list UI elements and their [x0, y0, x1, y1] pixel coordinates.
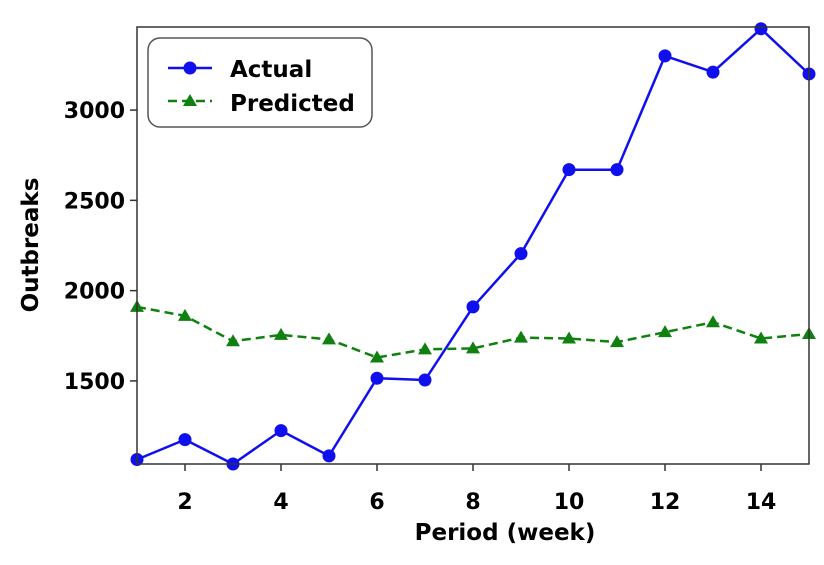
data-point	[562, 163, 576, 177]
data-point	[178, 308, 192, 321]
data-point	[226, 334, 240, 347]
data-point	[514, 247, 528, 261]
data-point	[610, 335, 624, 348]
x-tick-label: 2	[177, 490, 192, 515]
x-axis-label: Period (week)	[415, 520, 596, 546]
y-tick-label: 1500	[64, 370, 125, 395]
data-point	[274, 327, 288, 340]
data-point	[418, 373, 432, 387]
y-tick-label: 2000	[64, 280, 125, 305]
y-axis: 1500 2000 2500 3000	[64, 99, 137, 395]
x-tick-label: 10	[554, 490, 585, 515]
data-point	[322, 332, 336, 345]
data-point	[418, 342, 432, 355]
data-point	[274, 424, 288, 438]
data-point	[610, 163, 624, 177]
series-line-1	[136, 305, 810, 359]
data-point	[178, 433, 192, 447]
x-tick-label: 6	[369, 490, 384, 515]
data-point	[466, 300, 480, 314]
x-tick-label: 8	[465, 490, 480, 515]
x-axis: 2 4 6 8 10 12 14	[177, 464, 776, 515]
data-point	[754, 331, 768, 344]
x-tick-label: 4	[273, 490, 288, 515]
legend: Actual Predicted	[147, 37, 373, 128]
data-point	[466, 341, 480, 354]
legend-label-predicted: Predicted	[230, 91, 355, 117]
legend-marker-predicted	[183, 94, 197, 106]
legend-marker-actual	[183, 61, 197, 75]
y-tick-label: 3000	[64, 99, 125, 124]
data-point	[370, 371, 384, 385]
y-tick-label: 2500	[64, 189, 125, 214]
data-point	[322, 449, 336, 463]
data-point	[706, 65, 720, 79]
data-point	[754, 22, 768, 36]
x-tick-label: 12	[650, 490, 681, 515]
data-point	[562, 331, 576, 344]
data-point	[370, 350, 384, 363]
data-point	[658, 49, 672, 63]
series-layer	[130, 22, 816, 471]
data-point	[658, 325, 672, 338]
data-point	[514, 330, 528, 343]
x-tick-label: 14	[746, 490, 777, 515]
data-point	[706, 315, 720, 328]
legend-label-actual: Actual	[230, 57, 312, 83]
legend-box	[147, 37, 373, 128]
y-axis-label: Outbreaks	[18, 178, 44, 313]
